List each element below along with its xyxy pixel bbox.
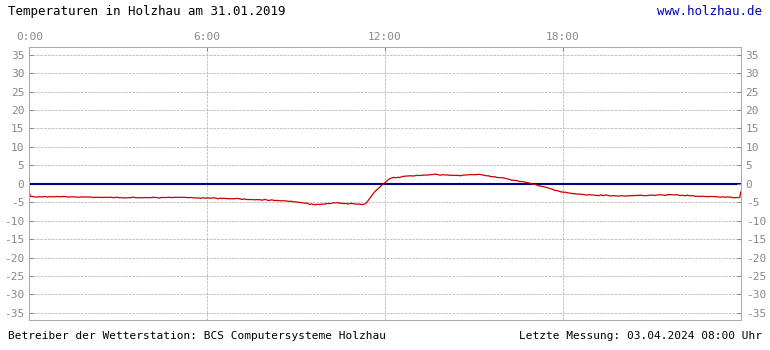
Text: Temperaturen in Holzhau am 31.01.2019: Temperaturen in Holzhau am 31.01.2019 (8, 5, 285, 18)
Text: Letzte Messung: 03.04.2024 08:00 Uhr: Letzte Messung: 03.04.2024 08:00 Uhr (519, 331, 762, 341)
Text: www.holzhau.de: www.holzhau.de (658, 5, 762, 18)
Text: Betreiber der Wetterstation: BCS Computersysteme Holzhau: Betreiber der Wetterstation: BCS Compute… (8, 331, 386, 341)
